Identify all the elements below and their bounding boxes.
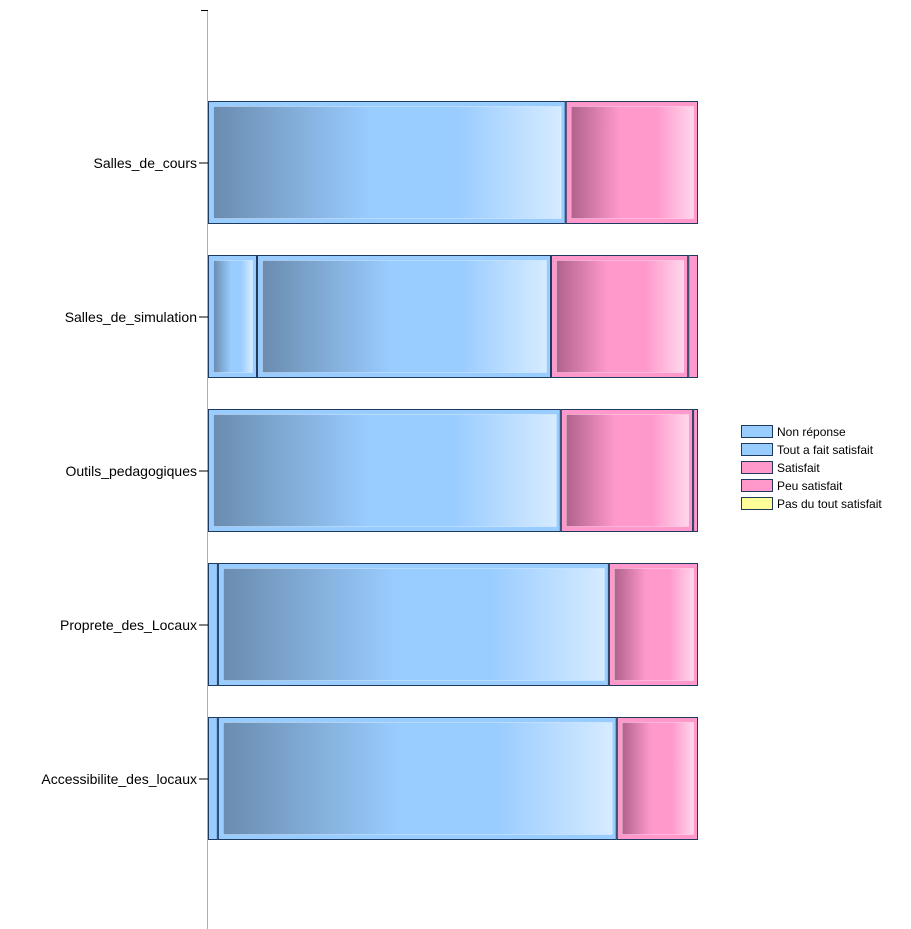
legend-swatch	[741, 461, 773, 474]
legend: Non réponse Tout a fait satisfait Satisfai…	[741, 425, 882, 511]
legend-item: Pas du tout satisfait	[741, 497, 882, 511]
bar-segment-inner	[213, 106, 562, 219]
bar-segment	[616, 717, 698, 840]
bar-segment-outer	[208, 717, 218, 840]
bar-segment-inner	[223, 568, 605, 681]
bar-segment	[688, 255, 699, 378]
legend-label: Peu satisfait	[777, 479, 843, 493]
legend-swatch	[741, 479, 773, 492]
bar-segment	[208, 101, 566, 224]
bar-segment-outer	[688, 255, 699, 378]
bar-segment	[208, 409, 561, 532]
category-label: Accessibilite_des_locaux	[41, 771, 197, 787]
category-labels: Salles_de_cours Salles_de_simulation Outil…	[41, 155, 208, 787]
legend-swatch	[741, 497, 773, 510]
category-label: Proprete_des_Locaux	[60, 617, 197, 633]
legend-label: Tout a fait satisfait	[777, 443, 874, 457]
bar-segment	[208, 255, 257, 378]
bar-segment-inner	[262, 260, 547, 373]
bar-segment-outer	[208, 563, 218, 686]
bar-segment	[608, 563, 699, 686]
bar-segment	[560, 409, 694, 532]
bar-segment	[257, 255, 551, 378]
bar-segment-inner	[614, 568, 694, 681]
bar-segment-inner	[223, 722, 613, 835]
bar-segment-inner	[565, 414, 689, 527]
bar-segment-outer	[693, 409, 698, 532]
category-label: Outils_pedagogiques	[65, 463, 197, 479]
bar-segment	[217, 563, 609, 686]
bar-segment-inner	[570, 106, 694, 219]
bar-segment	[693, 409, 698, 532]
legend-label: Satisfait	[777, 461, 820, 475]
bars-layer	[208, 101, 699, 840]
bar-segment-inner	[621, 722, 694, 835]
bar-segment	[208, 717, 218, 840]
bar-segment-inner	[213, 414, 557, 527]
bar-segment	[551, 255, 689, 378]
legend-item: Peu satisfait	[741, 479, 843, 493]
bar-segment	[217, 717, 617, 840]
bar-segment	[208, 563, 218, 686]
bar-segment-inner	[556, 260, 684, 373]
legend-item: Tout a fait satisfait	[741, 443, 874, 457]
bar-segment	[565, 101, 699, 224]
bar-segment-inner	[213, 260, 253, 373]
legend-swatch	[741, 443, 773, 456]
legend-label: Non réponse	[777, 425, 846, 439]
category-label: Salles_de_cours	[93, 155, 197, 171]
legend-swatch	[741, 425, 773, 438]
legend-item: Non réponse	[741, 425, 846, 439]
legend-label: Pas du tout satisfait	[777, 497, 882, 511]
legend-item: Satisfait	[741, 461, 820, 475]
category-label: Salles_de_simulation	[65, 309, 197, 325]
